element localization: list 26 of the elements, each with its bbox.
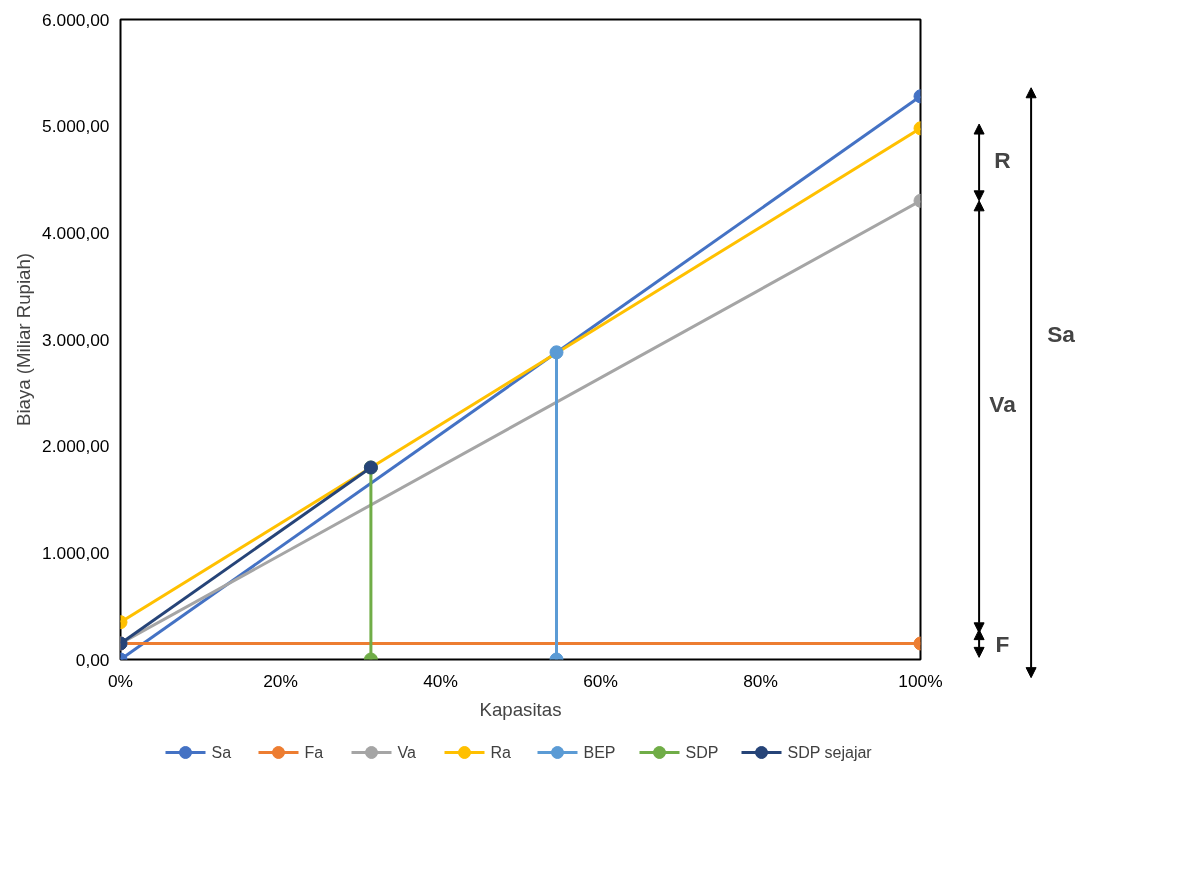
text: Va bbox=[989, 390, 1017, 417]
x-tick-label: 80% bbox=[743, 670, 778, 691]
y-tick-label: 1.000,00 bbox=[42, 542, 110, 563]
legend-label: Ra bbox=[490, 744, 512, 761]
x-tick-label: 20% bbox=[263, 670, 298, 691]
legend-label: BEP bbox=[583, 744, 616, 761]
y-tick-label: 2.000,00 bbox=[42, 436, 110, 457]
legend-label: Va bbox=[397, 744, 416, 761]
y-tick-label: 4.000,00 bbox=[42, 222, 110, 243]
legend-label: Sa bbox=[211, 744, 232, 761]
legend-label: SDP bbox=[685, 744, 719, 761]
x-tick-label: 60% bbox=[583, 670, 618, 691]
y-axis-title: Biaya (Miliar Rupiah) bbox=[13, 252, 35, 427]
y-tick-label: 5.000,00 bbox=[42, 116, 110, 137]
x-tick-label: 100% bbox=[898, 670, 943, 691]
x-tick-label: 40% bbox=[423, 670, 458, 691]
x-tick-label: 0% bbox=[107, 670, 134, 691]
x-axis-title: Kapasitas bbox=[479, 698, 562, 720]
text: F bbox=[995, 630, 1010, 657]
legend-label: SDP sejajar bbox=[787, 744, 873, 761]
y-tick-label: 6.000,00 bbox=[42, 9, 110, 30]
y-tick-label: 3.000,00 bbox=[42, 329, 110, 350]
y-tick-label: 0,00 bbox=[75, 649, 110, 670]
text: R bbox=[994, 147, 1011, 174]
legend-label: Fa bbox=[304, 744, 324, 761]
text: Sa bbox=[1047, 321, 1076, 348]
